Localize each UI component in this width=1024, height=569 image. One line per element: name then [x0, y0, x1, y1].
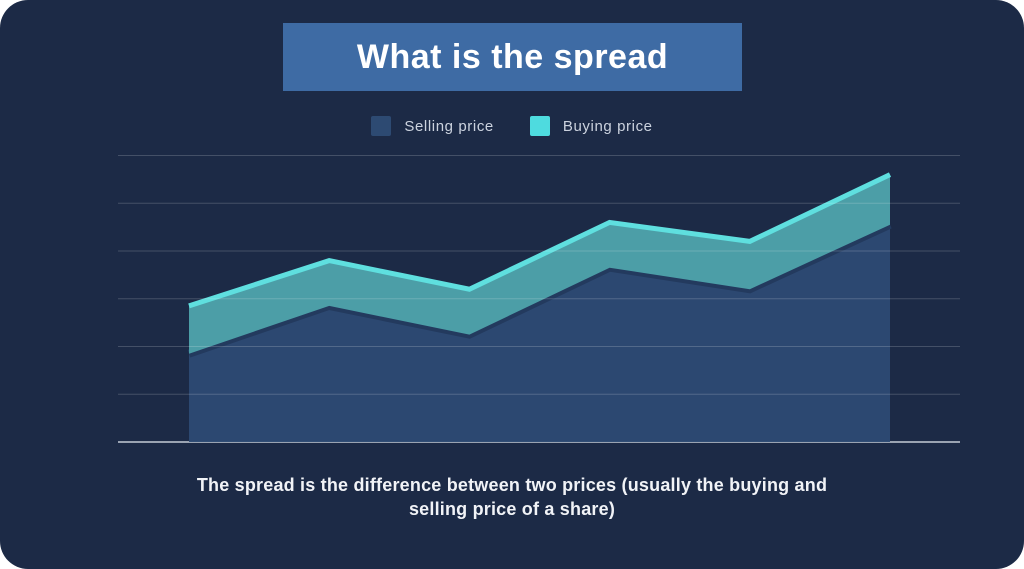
buying-price-line — [188, 172, 892, 309]
buying-price-swatch-icon — [529, 116, 550, 136]
chart-legend: Selling price Buying price — [0, 116, 1024, 136]
selling-price-area — [189, 224, 890, 442]
gridlines — [118, 155, 960, 395]
legend-item-buying-price: Buying price — [529, 116, 653, 136]
legend-label-selling: Selling price — [404, 117, 494, 135]
page-title: What is the spread — [356, 37, 669, 76]
legend-label-buying: Buying price — [562, 117, 653, 135]
title-banner: What is the spread — [283, 23, 742, 91]
caption-text: The spread is the difference between two… — [0, 473, 1024, 521]
legend-item-selling-price: Selling price — [371, 116, 494, 136]
spread-band — [189, 174, 890, 354]
caption-line-1: The spread is the difference between two… — [196, 475, 828, 495]
caption-line-2: selling price of a share) — [408, 499, 616, 519]
selling-price-line — [187, 221, 892, 358]
selling-price-swatch-icon — [371, 116, 392, 136]
